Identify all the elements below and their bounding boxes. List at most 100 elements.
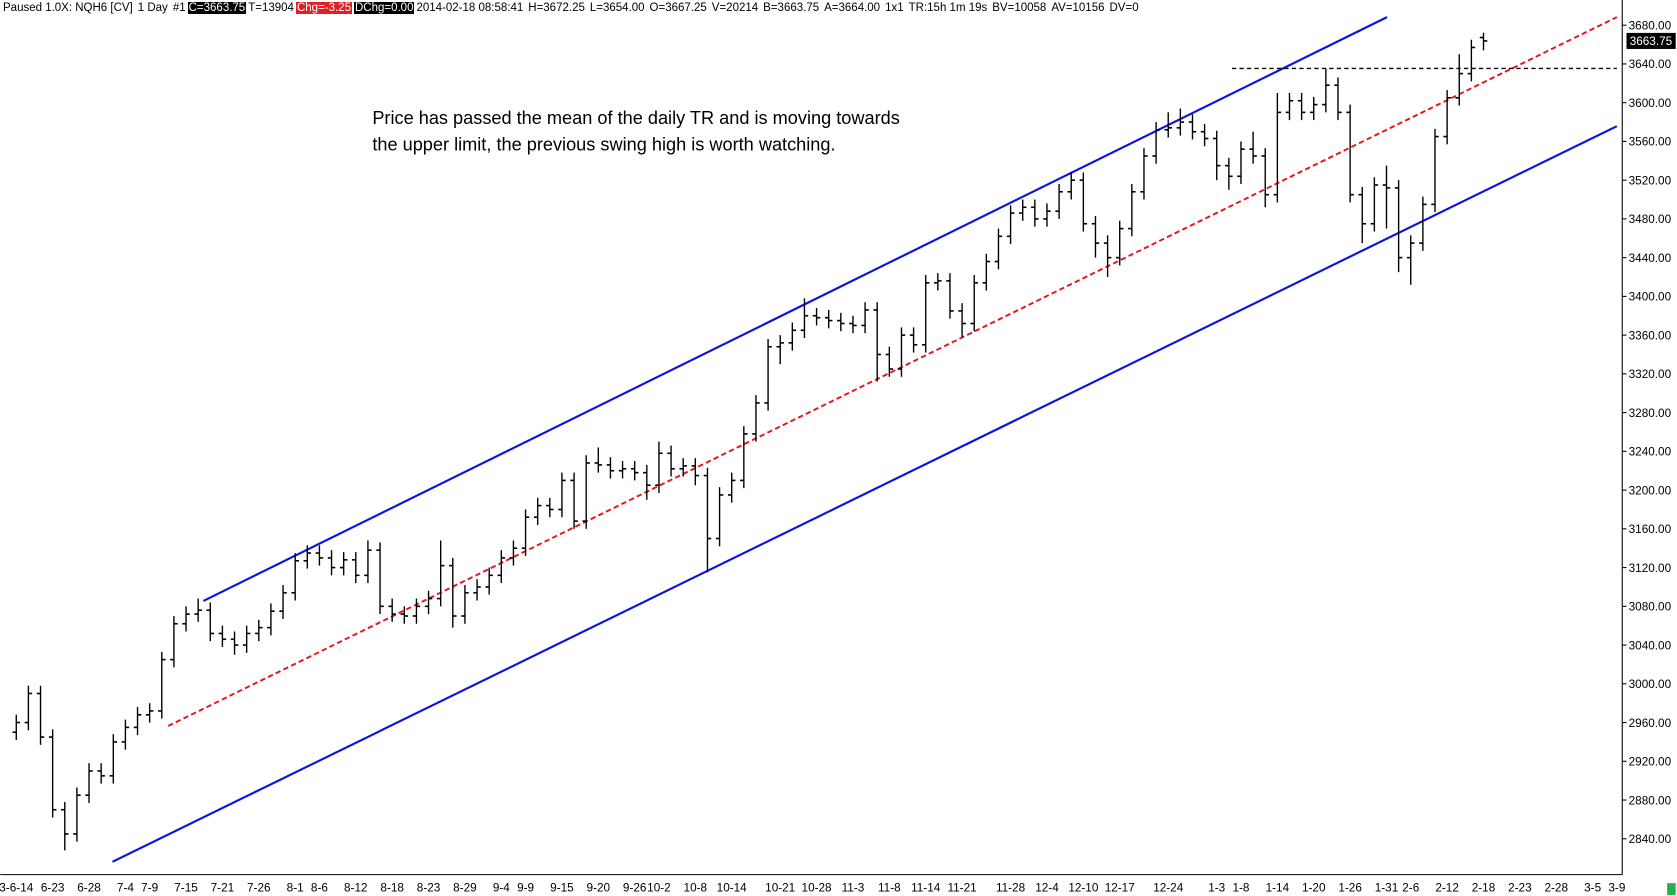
y-tick-label: 3240.00 [1629, 446, 1672, 459]
x-tick-label: 12-4 [1035, 882, 1059, 895]
status-item: C=3663.75 [187, 2, 247, 14]
x-tick-label: 8-23 [417, 882, 441, 895]
x-tick-label: 3-5 [1584, 882, 1601, 895]
x-tick-label: 7-21 [211, 882, 235, 895]
x-tick-label: 1-8 [1232, 882, 1249, 895]
y-tick-label: 3040.00 [1629, 639, 1672, 652]
x-tick-label: 10-14 [717, 882, 748, 895]
annotation-line: the upper limit, the previous swing high… [372, 135, 835, 155]
y-tick-label: 2920.00 [1629, 756, 1672, 769]
x-tick-label: 2-23 [1508, 882, 1532, 895]
x-tick-label: 12-17 [1105, 882, 1135, 895]
x-tick-label: 11-3 [842, 882, 865, 895]
last-price-label: 3663.75 [1630, 35, 1673, 48]
x-tick-label: 9-9 [517, 882, 534, 895]
x-tick-label: 7-26 [247, 882, 271, 895]
x-tick-label: 3-9 [1608, 882, 1625, 895]
x-tick-label: 10-8 [684, 882, 708, 895]
status-item: 1 Day [137, 2, 168, 14]
x-tick-label: 9-15 [550, 882, 574, 895]
x-tick-label: 2-28 [1544, 882, 1568, 895]
x-tick-label: 9-20 [587, 882, 611, 895]
status-item: #1 [172, 2, 186, 14]
status-item: Paused 1.0X: NQH6 [CV] [3, 2, 133, 14]
x-tick-label: 8-12 [344, 882, 368, 895]
y-tick-label: 3320.00 [1629, 368, 1672, 381]
x-tick-label: 3-6-14 [0, 882, 34, 895]
status-item: B=3663.75 [763, 2, 820, 14]
y-tick-label: 3560.00 [1629, 136, 1672, 149]
x-tick-label: 12-10 [1068, 882, 1099, 895]
annotation-line: Price has passed the mean of the daily T… [372, 108, 899, 128]
x-tick-label: 11-28 [996, 882, 1026, 895]
y-tick-label: 3000.00 [1629, 678, 1672, 691]
x-tick-label: 2-6 [1402, 882, 1419, 895]
y-tick-label: 3520.00 [1629, 174, 1672, 187]
status-item: L=3654.00 [589, 2, 645, 14]
channel-lower [112, 125, 1618, 863]
status-item: DChg=0.00 [353, 2, 415, 14]
channel-upper [202, 16, 1388, 602]
x-tick-label: 2-12 [1435, 882, 1459, 895]
y-tick-label: 3400.00 [1629, 291, 1672, 304]
y-tick-label: 3120.00 [1629, 562, 1672, 575]
status-item: DV=0 [1109, 2, 1139, 14]
status-item: V=20214 [711, 2, 759, 14]
status-bar: Paused 1.0X: NQH6 [CV] 1 Day #1 C=3663.75 T=… [3, 1, 1144, 16]
status-item: T=13904 [248, 2, 294, 14]
price-bars [12, 32, 1488, 851]
x-tick-label: 1-26 [1338, 882, 1362, 895]
x-tick-label: 9-4 [493, 882, 510, 895]
status-item: BV=10058 [992, 2, 1047, 14]
x-tick-label: 8-29 [453, 882, 477, 895]
x-tick-label: 7-9 [141, 882, 158, 895]
y-tick-label: 2880.00 [1629, 794, 1672, 807]
x-tick-label: 8-18 [380, 882, 404, 895]
y-tick-label: 3360.00 [1629, 329, 1672, 342]
x-tick-label: 10-28 [802, 882, 833, 895]
x-tick-label: 2-18 [1472, 882, 1496, 895]
y-tick-label: 3080.00 [1629, 601, 1672, 614]
status-item: H=3672.25 [528, 2, 585, 14]
y-tick-label: 3440.00 [1629, 252, 1672, 265]
y-tick-label: 3200.00 [1629, 484, 1672, 497]
x-tick-label: 12-24 [1153, 882, 1184, 895]
status-item: TR:15h 1m 19s [908, 2, 988, 14]
y-tick-label: 2840.00 [1629, 833, 1672, 846]
y-tick-label: 3480.00 [1629, 213, 1672, 226]
status-item: Chg=-3.25 [295, 2, 352, 14]
y-tick-label: 3160.00 [1629, 523, 1672, 536]
y-tick-label: 3640.00 [1629, 58, 1672, 71]
status-item: 2014-02-18 08:58:41 [416, 2, 524, 14]
last-price-box [1626, 32, 1676, 49]
status-item: A=3664.00 [824, 2, 881, 14]
x-tick-label: 9-26 [623, 882, 647, 895]
x-tick-label: 1-3 [1208, 882, 1225, 895]
x-tick-label: 10-21 [765, 882, 795, 895]
x-tick-label: 11-14 [911, 882, 941, 895]
x-tick-label: 7-15 [174, 882, 198, 895]
x-tick-label: 10-2 [647, 882, 671, 895]
channel-mean [167, 16, 1618, 727]
status-item: O=3667.25 [649, 2, 707, 14]
x-tick-label: 8-6 [311, 882, 328, 895]
x-tick-label: 6-28 [77, 882, 101, 895]
y-tick-label: 3600.00 [1629, 97, 1672, 110]
x-tick-label: 11-21 [947, 882, 976, 895]
y-tick-label: 2960.00 [1629, 717, 1672, 730]
x-tick-label: 6-23 [41, 882, 65, 895]
x-tick-label: 8-1 [287, 882, 304, 895]
x-tick-label: 7-4 [117, 882, 134, 895]
status-item: 1x1 [885, 2, 904, 14]
status-indicator [1667, 883, 1676, 895]
status-item: AV=10156 [1051, 2, 1105, 14]
y-tick-label: 3680.00 [1629, 19, 1672, 32]
x-tick-label: 1-20 [1302, 882, 1326, 895]
x-tick-label: 11-8 [878, 882, 901, 895]
y-tick-label: 3280.00 [1629, 407, 1672, 420]
x-tick-label: 1-31 [1375, 882, 1399, 895]
x-tick-label: 1-14 [1266, 882, 1290, 895]
